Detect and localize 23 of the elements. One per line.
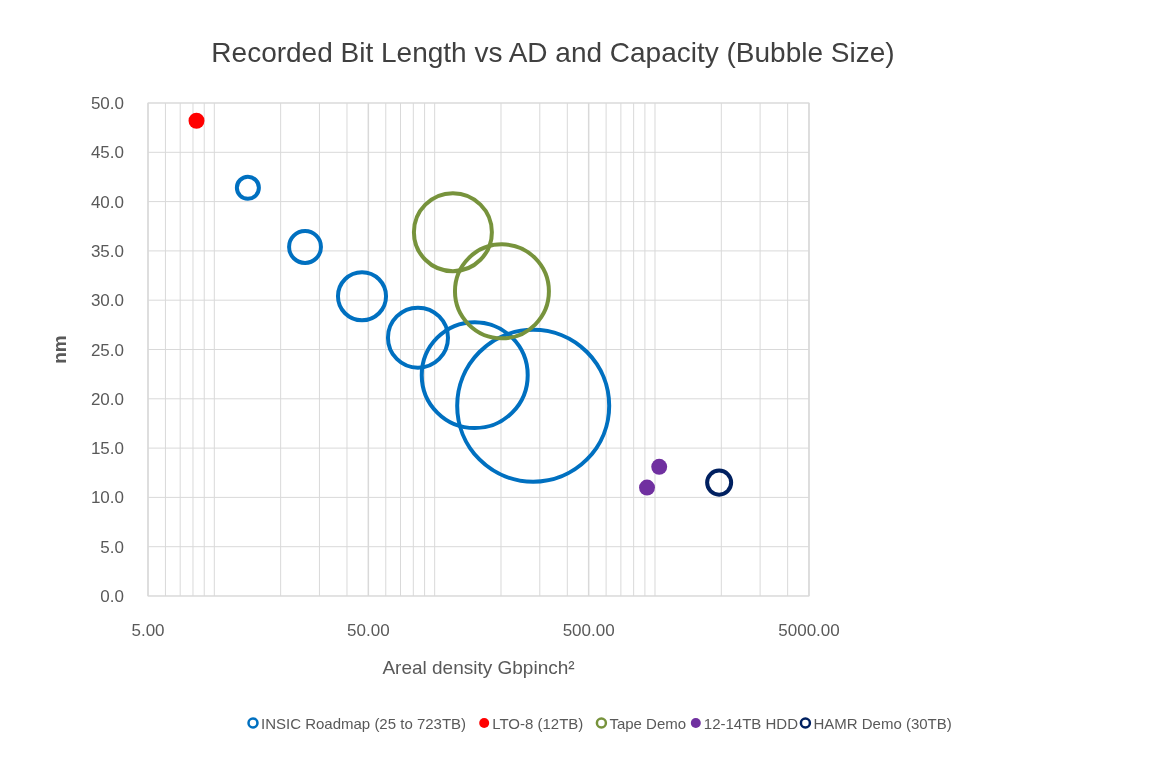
x-tick-label: 5.00 <box>131 621 165 640</box>
y-tick-label: 15.0 <box>90 439 124 459</box>
chart-title: Recorded Bit Length vs AD and Capacity (Bubble Size) <box>211 37 895 68</box>
legend-label: Tape Demo <box>609 715 687 732</box>
legend-label: 12-14TB HDD <box>703 715 799 732</box>
y-tick-label: 25.0 <box>90 340 124 360</box>
x-tick-label: 5000.00 <box>778 621 840 640</box>
y-tick-label: 40.0 <box>90 192 124 212</box>
y-tick-label: 35.0 <box>90 241 124 261</box>
x-axis-title: Areal density Gbpinch² <box>382 657 575 678</box>
y-tick-label: 50.0 <box>90 94 124 113</box>
y-tick-label: 45.0 <box>90 143 124 163</box>
y-tick-label: 20.0 <box>90 389 124 409</box>
y-tick-label: 10.0 <box>90 488 124 508</box>
x-tick-label: 50.00 <box>347 621 390 640</box>
legend-label: HAMR Demo (30TB) <box>813 715 952 732</box>
y-tick-label: 0.0 <box>100 587 124 606</box>
y-axis-title: nm <box>49 335 70 364</box>
x-tick-label: 500.00 <box>562 621 615 640</box>
legend-label: INSIC Roadmap (25 to 723TB) <box>261 715 467 732</box>
y-tick-label: 5.0 <box>100 537 124 557</box>
legend-label: LTO-8 (12TB) <box>492 715 584 732</box>
y-tick-label: 30.0 <box>90 291 124 311</box>
